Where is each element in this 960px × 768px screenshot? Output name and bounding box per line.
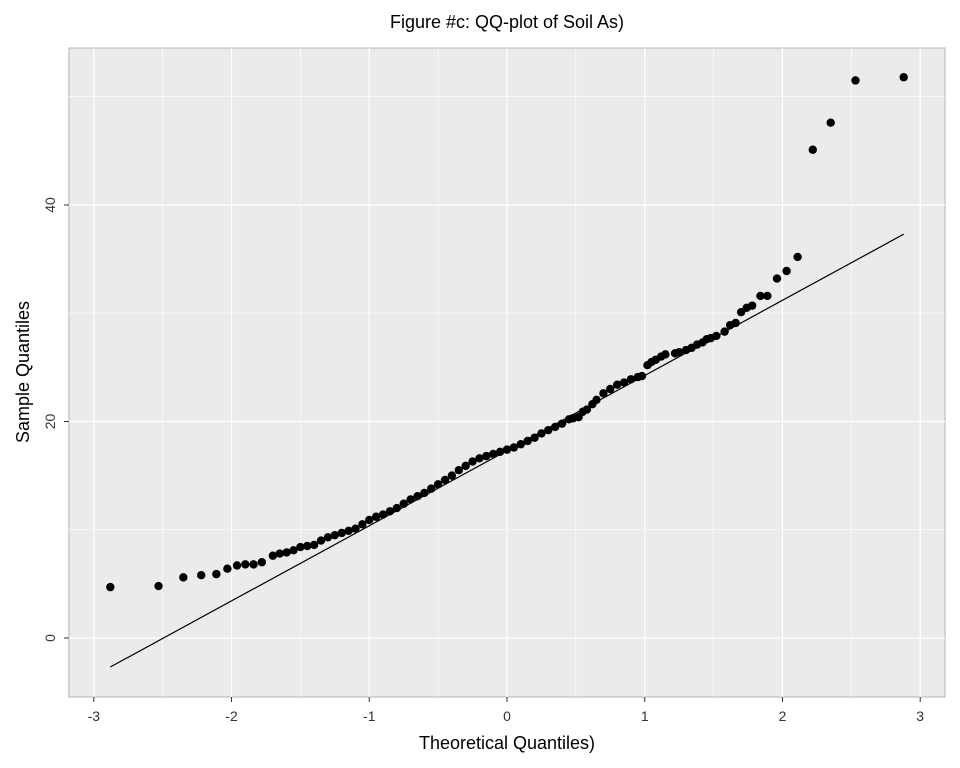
data-point xyxy=(316,536,326,545)
data-point xyxy=(249,560,258,569)
data-point xyxy=(275,549,284,558)
data-point xyxy=(330,530,340,540)
data-point xyxy=(365,515,374,525)
x-tick-label: 3 xyxy=(916,708,924,724)
data-point xyxy=(544,425,553,435)
data-point xyxy=(371,512,381,521)
y-axis-label: Sample Quantiles xyxy=(13,301,33,443)
data-point xyxy=(351,524,360,533)
x-tick-label: -3 xyxy=(88,708,101,724)
x-tick-label: -1 xyxy=(363,708,376,724)
data-point xyxy=(468,457,477,466)
data-point xyxy=(282,548,291,557)
data-point xyxy=(197,571,206,580)
data-point xyxy=(756,291,765,301)
data-point xyxy=(232,561,242,570)
data-point xyxy=(296,542,305,552)
data-point xyxy=(582,405,592,414)
x-tick-label: -2 xyxy=(225,708,238,724)
reference-line xyxy=(110,233,904,668)
data-point xyxy=(592,395,601,405)
data-point xyxy=(661,350,670,359)
data-point xyxy=(606,384,615,394)
data-point xyxy=(747,301,757,310)
data-point xyxy=(303,541,312,551)
data-point xyxy=(612,380,622,389)
data-point xyxy=(899,73,908,82)
data-point xyxy=(268,551,278,560)
data-point xyxy=(309,540,319,550)
data-point xyxy=(154,581,163,591)
data-point xyxy=(793,252,802,262)
data-point xyxy=(337,528,346,538)
data-point xyxy=(808,145,817,154)
data-point xyxy=(440,475,450,485)
data-point xyxy=(223,564,232,573)
data-point xyxy=(674,348,684,357)
data-point xyxy=(212,569,221,579)
y-tick-label: 0 xyxy=(42,634,58,642)
data-point xyxy=(461,461,470,471)
data-point xyxy=(289,546,298,555)
data-point xyxy=(475,454,484,463)
data-point xyxy=(447,471,457,480)
data-point xyxy=(482,451,491,461)
x-axis-label: Theoretical Quantiles) xyxy=(419,733,595,753)
data-point xyxy=(782,266,791,276)
chart-title: Figure #c: QQ-plot of Soil As) xyxy=(390,12,624,32)
data-point xyxy=(530,433,539,442)
data-point xyxy=(619,378,629,387)
y-tick-label: 40 xyxy=(42,197,58,213)
data-point xyxy=(763,291,772,301)
x-tick-label: 1 xyxy=(641,708,649,724)
data-point xyxy=(772,274,782,283)
data-point xyxy=(257,558,267,567)
data-point xyxy=(179,573,188,582)
data-point xyxy=(826,118,835,127)
data-point xyxy=(358,520,367,529)
data-point xyxy=(851,76,860,85)
data-point xyxy=(106,582,115,592)
data-point xyxy=(454,466,463,475)
data-point xyxy=(489,449,498,459)
data-point xyxy=(344,526,353,536)
x-tick-label: 2 xyxy=(779,708,787,724)
data-point xyxy=(599,389,608,398)
data-point xyxy=(241,560,250,569)
y-tick-label: 20 xyxy=(42,413,58,429)
data-point xyxy=(323,533,333,542)
x-tick-label: 0 xyxy=(503,708,511,724)
